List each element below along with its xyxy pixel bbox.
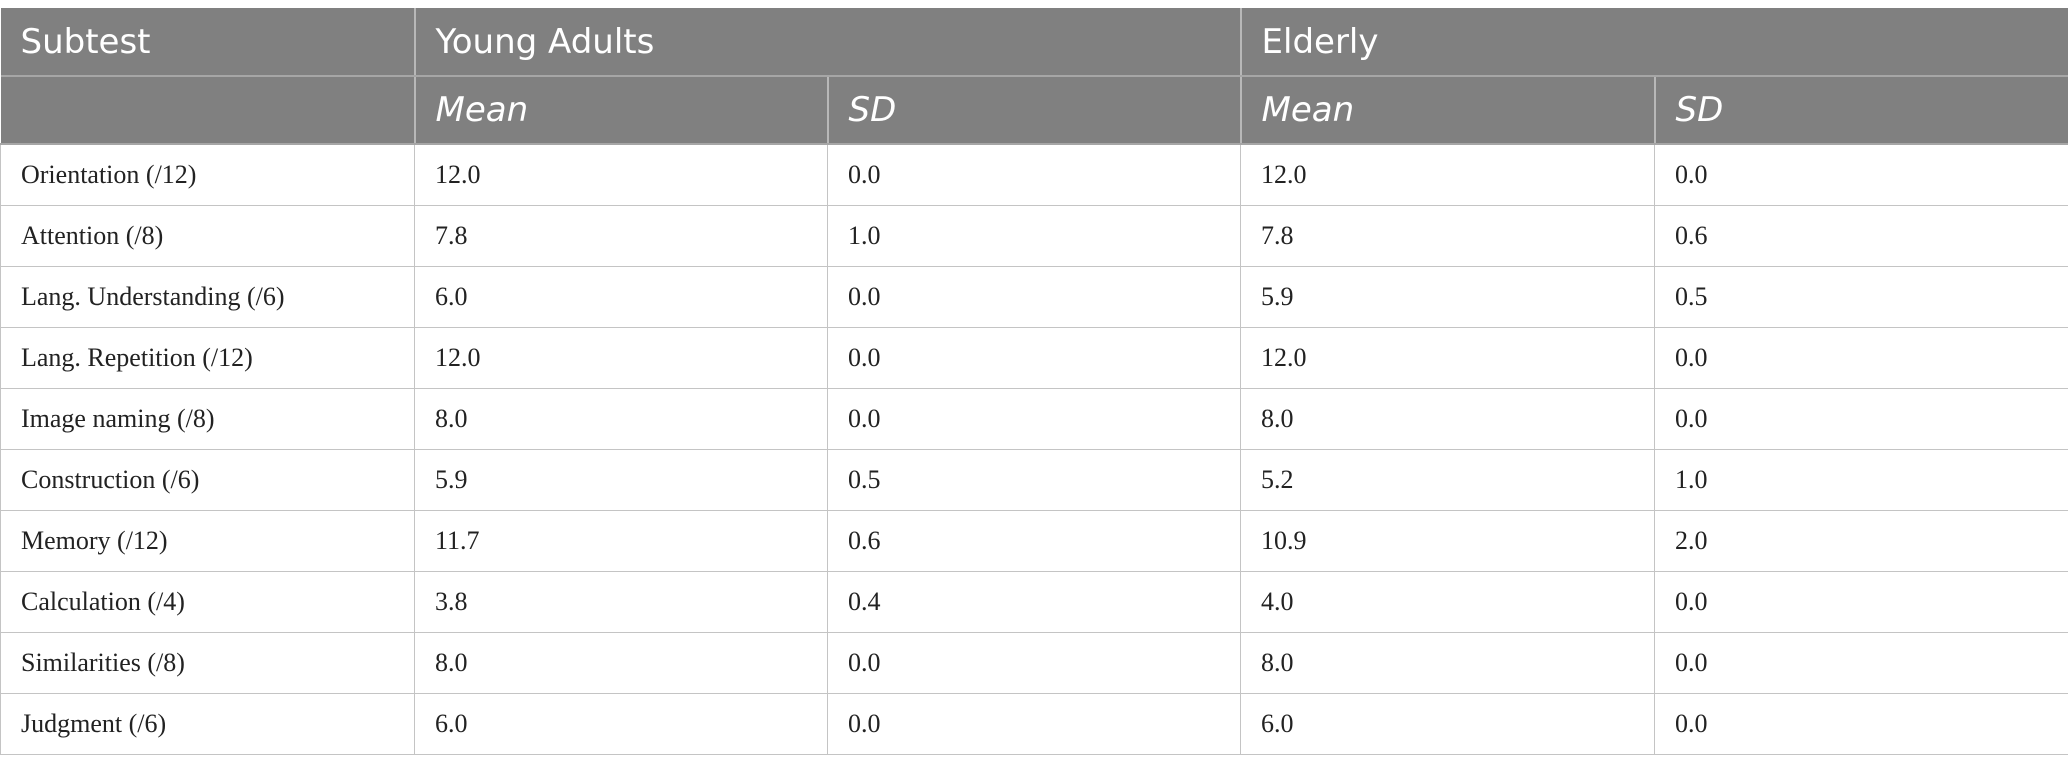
table-header: Subtest Young Adults Elderly Mean SD Mea… — [0, 8, 2068, 145]
elderly-sd-cell: 0.5 — [1654, 265, 2068, 328]
young-mean-header: Mean — [414, 76, 829, 145]
elderly-mean-cell: 7.8 — [1240, 204, 1656, 267]
young-sd-cell: 0.0 — [826, 387, 1242, 450]
table-row: Construction (/6) 5.9 0.5 5.2 1.0 — [0, 448, 2068, 511]
table-row: Image naming (/8) 8.0 0.0 8.0 0.0 — [0, 387, 2068, 450]
elderly-sd-cell: 0.0 — [1654, 570, 2068, 633]
table-row: Attention (/8) 7.8 1.0 7.8 0.6 — [0, 204, 2068, 267]
elderly-mean-cell: 12.0 — [1240, 143, 1656, 206]
young-sd-cell: 1.0 — [826, 204, 1242, 267]
elderly-sd-cell: 2.0 — [1654, 509, 2068, 572]
young-mean-cell: 6.0 — [414, 692, 828, 755]
table-row: Lang. Repetition (/12) 12.0 0.0 12.0 0.0 — [0, 326, 2068, 389]
table-row: Memory (/12) 11.7 0.6 10.9 2.0 — [0, 509, 2068, 572]
young-mean-cell: 5.9 — [414, 448, 828, 511]
elderly-mean-cell: 12.0 — [1240, 326, 1656, 389]
young-sd-cell: 0.0 — [826, 265, 1242, 328]
subtest-cell: Construction (/6) — [0, 448, 415, 511]
table-row: Judgment (/6) 6.0 0.0 6.0 0.0 — [0, 692, 2068, 755]
young-mean-cell: 6.0 — [414, 265, 828, 328]
subtest-cell: Image naming (/8) — [0, 387, 415, 450]
elderly-sd-cell: 0.0 — [1654, 143, 2068, 206]
elderly-sd-cell: 0.0 — [1654, 692, 2068, 755]
table-row: Calculation (/4) 3.8 0.4 4.0 0.0 — [0, 570, 2068, 633]
table-row: Lang. Understanding (/6) 6.0 0.0 5.9 0.5 — [0, 265, 2068, 328]
young-mean-cell: 11.7 — [414, 509, 828, 572]
results-table: Subtest Young Adults Elderly Mean SD Mea… — [0, 8, 2068, 755]
subtest-cell: Lang. Understanding (/6) — [0, 265, 415, 328]
young-mean-cell: 12.0 — [414, 143, 828, 206]
subtest-cell: Calculation (/4) — [0, 570, 415, 633]
young-mean-cell: 7.8 — [414, 204, 828, 267]
elderly-sd-cell: 1.0 — [1654, 448, 2068, 511]
elderly-mean-cell: 4.0 — [1240, 570, 1656, 633]
elderly-mean-cell: 5.2 — [1240, 448, 1656, 511]
elderly-mean-cell: 10.9 — [1240, 509, 1656, 572]
subtest-cell: Attention (/8) — [0, 204, 415, 267]
elderly-header: Elderly — [1240, 8, 2068, 77]
young-sd-cell: 0.0 — [826, 631, 1242, 694]
subtest-header-blank — [0, 76, 416, 145]
young-mean-cell: 8.0 — [414, 387, 828, 450]
header-group-row: Subtest Young Adults Elderly — [0, 8, 2068, 77]
elderly-sd-cell: 0.0 — [1654, 387, 2068, 450]
young-sd-cell: 0.6 — [826, 509, 1242, 572]
elderly-sd-cell: 0.6 — [1654, 204, 2068, 267]
elderly-sd-header: SD — [1654, 76, 2068, 145]
subtest-cell: Similarities (/8) — [0, 631, 415, 694]
young-sd-cell: 0.0 — [826, 692, 1242, 755]
young-sd-cell: 0.4 — [826, 570, 1242, 633]
subtest-cell: Lang. Repetition (/12) — [0, 326, 415, 389]
subtest-cell: Orientation (/12) — [0, 143, 415, 206]
young-mean-cell: 12.0 — [414, 326, 828, 389]
elderly-mean-cell: 5.9 — [1240, 265, 1656, 328]
elderly-mean-cell: 8.0 — [1240, 387, 1656, 450]
elderly-mean-cell: 8.0 — [1240, 631, 1656, 694]
header-stat-row: Mean SD Mean SD — [0, 76, 2068, 145]
elderly-mean-cell: 6.0 — [1240, 692, 1656, 755]
young-sd-cell: 0.0 — [826, 326, 1242, 389]
elderly-mean-header: Mean — [1240, 76, 1656, 145]
young-mean-cell: 3.8 — [414, 570, 828, 633]
table-body: Orientation (/12) 12.0 0.0 12.0 0.0 Atte… — [0, 143, 2068, 755]
elderly-sd-cell: 0.0 — [1654, 631, 2068, 694]
young-sd-cell: 0.0 — [826, 143, 1242, 206]
young-mean-cell: 8.0 — [414, 631, 828, 694]
subtest-cell: Judgment (/6) — [0, 692, 415, 755]
subtest-cell: Memory (/12) — [0, 509, 415, 572]
elderly-sd-cell: 0.0 — [1654, 326, 2068, 389]
table-row: Similarities (/8) 8.0 0.0 8.0 0.0 — [0, 631, 2068, 694]
young-sd-header: SD — [827, 76, 1242, 145]
young-adults-header: Young Adults — [414, 8, 1242, 77]
subtest-header: Subtest — [0, 8, 416, 77]
young-sd-cell: 0.5 — [826, 448, 1242, 511]
table-row: Orientation (/12) 12.0 0.0 12.0 0.0 — [0, 143, 2068, 206]
